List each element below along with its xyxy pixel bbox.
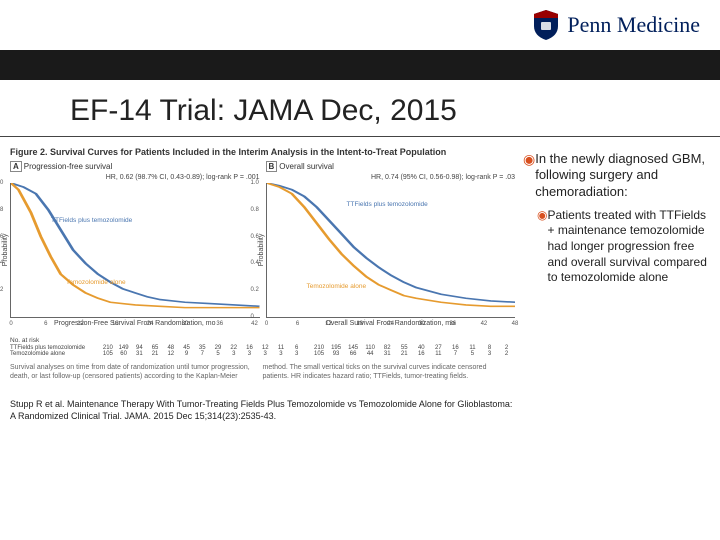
title-wrap: EF-14 Trial: JAMA Dec, 2015	[0, 80, 720, 137]
figure-column: Figure 2. Survival Curves for Patients I…	[10, 147, 515, 423]
panel-a-label: Progression-free survival	[24, 162, 112, 171]
penn-medicine-logo: Penn Medicine	[531, 8, 700, 42]
logo-text: Penn Medicine	[567, 12, 700, 38]
header: Penn Medicine	[0, 0, 720, 50]
figure-caption: Figure 2. Survival Curves for Patients I…	[10, 147, 515, 157]
panel-a-ttf-label: TTFields plus temozolomide	[51, 217, 132, 224]
methods-text: Survival analyses on time from date of r…	[10, 363, 515, 381]
bullet-icon: ◉	[523, 151, 535, 200]
bullets-column: ◉ In the newly diagnosed GBM, following …	[515, 147, 710, 423]
bullet-main: ◉ In the newly diagnosed GBM, following …	[523, 151, 710, 200]
shield-icon	[531, 8, 561, 42]
risk-title: No. at risk	[10, 337, 515, 344]
bullet-sub: ◉ Patients treated with TTFields + maint…	[537, 208, 710, 286]
panel-a: AProgression-free survival HR, 0.62 (98.…	[10, 161, 260, 327]
panel-b: BOverall survival HR, 0.74 (95% CI, 0.56…	[266, 161, 516, 327]
dark-strip	[0, 50, 720, 80]
panel-a-tmz-label: Temozolomide alone	[66, 279, 126, 286]
panel-b-ttf-label: TTFields plus temozolomide	[347, 201, 428, 208]
bullet-icon: ◉	[537, 208, 547, 286]
citation: Stupp R et al. Maintenance Therapy With …	[10, 399, 515, 422]
panel-a-tag: A	[10, 161, 22, 172]
panel-b-tag: B	[266, 161, 278, 172]
page-title: EF-14 Trial: JAMA Dec, 2015	[70, 94, 720, 128]
panel-b-chart: Probability 1.00.80.60.40.20 06121824303…	[266, 183, 516, 318]
panel-b-hr: HR, 0.74 (95% CI, 0.56-0.98); log-rank P…	[266, 174, 516, 181]
risk-table: No. at risk TTFields plus temozolomide21…	[10, 337, 515, 357]
panel-b-label: Overall survival	[279, 162, 334, 171]
panel-a-hr: HR, 0.62 (98.7% CI, 0.43-0.89); log-rank…	[10, 174, 260, 181]
panel-b-tmz-label: Temozolomide alone	[307, 283, 367, 290]
panel-a-chart: Probability 1.00.80.60.40.20 06121824303…	[10, 183, 260, 318]
